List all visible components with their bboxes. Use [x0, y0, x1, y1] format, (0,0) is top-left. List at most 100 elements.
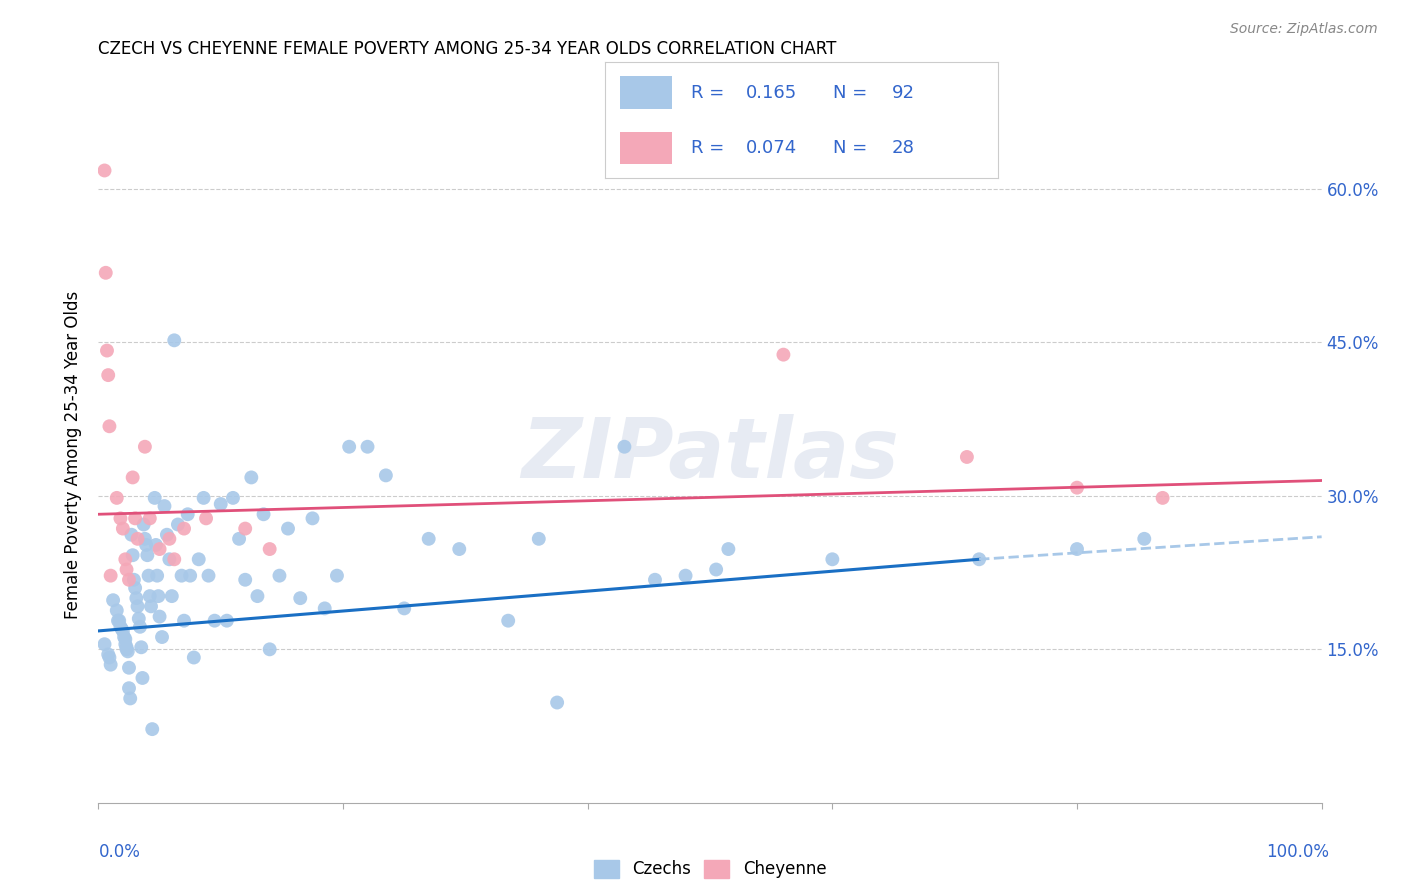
Point [125, 591, 148, 606]
Point [145, 538, 167, 552]
Text: CZECH VS CHEYENNE FEMALE POVERTY AMONG 25-34 YEAR OLDS CORRELATION CHART: CZECH VS CHEYENNE FEMALE POVERTY AMONG 2… [98, 40, 837, 58]
Point [135, 538, 157, 552]
FancyBboxPatch shape [620, 77, 672, 109]
Point [644, 573, 666, 587]
Point [124, 581, 146, 595]
Point [173, 614, 195, 628]
Point [132, 517, 155, 532]
Point [98, 650, 121, 665]
Point [156, 527, 179, 541]
Point [163, 552, 186, 566]
Point [209, 497, 232, 511]
Point [187, 552, 209, 566]
Point [259, 542, 281, 557]
Point [118, 573, 141, 587]
Point [167, 517, 190, 532]
Point [114, 637, 136, 651]
Point [100, 568, 122, 582]
Y-axis label: Female Poverty Among 25-34 Year Olds: Female Poverty Among 25-34 Year Olds [65, 291, 83, 619]
Point [163, 334, 186, 348]
Point [157, 552, 180, 566]
Point [1133, 532, 1156, 546]
Point [149, 542, 172, 557]
Text: 0.165: 0.165 [747, 84, 797, 102]
Point [139, 589, 162, 603]
Point [496, 614, 519, 628]
Text: N =: N = [832, 139, 873, 157]
Point [157, 532, 180, 546]
Point [392, 601, 416, 615]
Point [136, 548, 159, 562]
Point [326, 568, 349, 582]
Point [121, 470, 143, 484]
Point [277, 522, 299, 536]
Text: 0.074: 0.074 [747, 139, 797, 157]
Point [183, 650, 205, 665]
Text: ZIPatlas: ZIPatlas [522, 415, 898, 495]
Point [111, 622, 134, 636]
Point [114, 552, 136, 566]
Point [215, 614, 238, 628]
Point [134, 440, 156, 454]
FancyBboxPatch shape [620, 132, 672, 164]
Point [613, 440, 636, 454]
Point [259, 642, 281, 657]
Point [117, 644, 139, 658]
Text: 28: 28 [891, 139, 915, 157]
Point [204, 614, 226, 628]
Legend: Czechs, Cheyenne: Czechs, Cheyenne [588, 853, 832, 885]
Point [546, 696, 568, 710]
Point [115, 562, 138, 576]
Point [127, 532, 149, 546]
Point [110, 620, 132, 634]
Point [197, 568, 219, 582]
Text: 92: 92 [891, 84, 915, 102]
Point [139, 599, 162, 614]
Point [290, 591, 312, 606]
Point [1066, 542, 1088, 557]
Point [356, 440, 378, 454]
Point [146, 568, 169, 582]
Point [222, 491, 245, 505]
Point [112, 630, 135, 644]
Point [717, 542, 740, 557]
Text: R =: R = [692, 139, 730, 157]
Point [301, 511, 323, 525]
Point [675, 568, 697, 582]
Point [143, 491, 166, 505]
Point [97, 648, 120, 662]
Point [93, 637, 115, 651]
Text: 100.0%: 100.0% [1265, 843, 1329, 861]
Point [127, 599, 149, 614]
Point [101, 593, 124, 607]
Point [120, 527, 142, 541]
Text: N =: N = [832, 84, 873, 102]
Point [418, 532, 440, 546]
Point [98, 419, 121, 434]
Point [337, 440, 360, 454]
Point [150, 630, 173, 644]
Point [374, 468, 396, 483]
Point [173, 522, 195, 536]
Text: Source: ZipAtlas.com: Source: ZipAtlas.com [1230, 22, 1378, 37]
Point [149, 609, 172, 624]
Point [956, 450, 979, 464]
Point [94, 266, 117, 280]
Text: R =: R = [692, 84, 730, 102]
Point [105, 491, 128, 505]
Point [139, 511, 162, 525]
Point [118, 661, 141, 675]
Point [96, 343, 118, 358]
Point [704, 562, 727, 576]
Point [1152, 491, 1174, 505]
Point [111, 624, 134, 638]
Point [105, 603, 128, 617]
Point [129, 640, 152, 655]
Point [141, 722, 163, 736]
Point [134, 532, 156, 546]
Point [772, 348, 794, 362]
Point [314, 601, 336, 615]
Point [111, 522, 134, 536]
Point [118, 681, 141, 696]
Point [246, 589, 269, 603]
